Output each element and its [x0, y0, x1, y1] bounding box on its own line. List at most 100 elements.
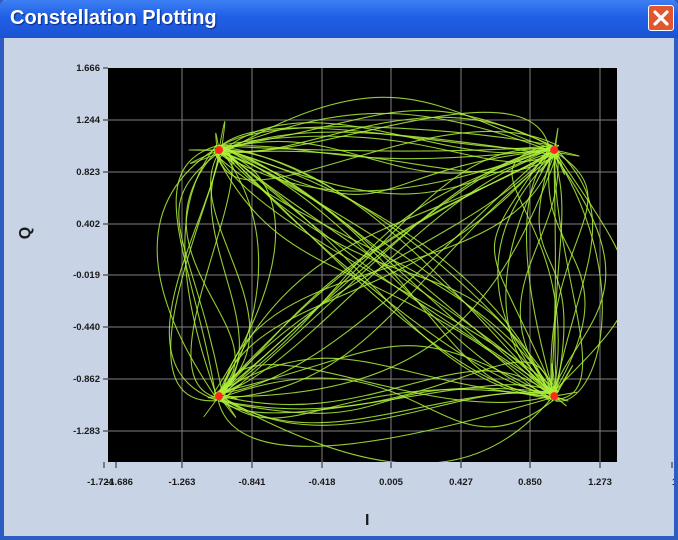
- signal-trace: [222, 146, 552, 393]
- signal-trace: [215, 388, 560, 419]
- signal-trace: [214, 150, 558, 173]
- signal-trace: [219, 149, 552, 393]
- signal-trace: [221, 112, 552, 152]
- signal-trace: [218, 148, 550, 400]
- signal-trace: [550, 146, 617, 393]
- y-tick-label: -0.862: [73, 374, 100, 385]
- signal-trace: [218, 145, 555, 392]
- signal-trace: [222, 361, 552, 410]
- signal-trace: [218, 395, 237, 418]
- window-title: Constellation Plotting: [10, 7, 217, 29]
- signal-trace: [218, 151, 556, 393]
- signal-trace: [553, 395, 567, 407]
- signal-trace: [216, 140, 552, 174]
- signal-trace: [215, 126, 557, 151]
- x-tick-label: 1.273: [588, 477, 612, 488]
- signal-trace: [223, 153, 550, 394]
- signal-trace: [221, 148, 559, 397]
- signal-trace: [223, 145, 553, 152]
- signal-trace: [203, 395, 220, 417]
- signal-trace: [548, 145, 603, 402]
- signal-trace: [222, 151, 558, 400]
- signal-trace: [551, 363, 557, 397]
- signal-trace: [223, 96, 551, 154]
- signal-trace: [189, 149, 222, 165]
- signal-trace: [218, 387, 556, 414]
- signal-trace: [213, 149, 277, 393]
- x-tick-label: 0.005: [379, 477, 403, 488]
- x-tick-label: -1.263: [169, 477, 196, 488]
- title-bar[interactable]: Constellation Plotting: [0, 0, 678, 38]
- signal-trace: [540, 149, 557, 173]
- signal-trace: [218, 121, 226, 151]
- signal-trace: [218, 149, 550, 398]
- signal-trace: [178, 149, 224, 399]
- signal-trace: [215, 151, 559, 393]
- signal-trace: [221, 145, 555, 192]
- signal-trace: [548, 154, 586, 400]
- x-tick-label: 1.698: [672, 477, 674, 488]
- signal-trace: [213, 394, 552, 462]
- signal-trace: [214, 345, 557, 401]
- y-tick-label: -0.440: [73, 322, 100, 333]
- signal-trace: [553, 391, 578, 397]
- close-icon: [649, 6, 673, 30]
- constellation-point: [214, 145, 223, 154]
- signal-trace: [497, 153, 557, 393]
- y-tick-label: 1.244: [76, 115, 100, 126]
- signal-trace: [219, 151, 559, 400]
- signal-trace: [554, 395, 569, 402]
- signal-trace: [214, 145, 550, 400]
- constellation-point: [550, 145, 559, 154]
- x-tick-label: -1.724: [87, 477, 115, 488]
- signal-trace: [554, 154, 584, 401]
- signal-trace: [216, 378, 236, 398]
- signal-trace: [511, 144, 559, 402]
- signal-trace: [210, 152, 251, 395]
- signal-trace: [217, 111, 551, 153]
- constellation-point: [550, 392, 559, 401]
- signal-trace: [156, 148, 218, 400]
- signal-trace: [220, 131, 552, 156]
- x-tick-label: 0.850: [518, 477, 542, 488]
- signal-trace: [220, 145, 554, 195]
- signal-trace: [213, 150, 551, 396]
- signal-trace: [553, 127, 559, 151]
- signal-trace: [217, 395, 558, 447]
- x-tick-label: -0.841: [239, 477, 267, 488]
- signal-trace: [553, 146, 594, 396]
- signal-trace: [215, 370, 550, 406]
- x-tick-label: 0.427: [449, 477, 473, 488]
- signal-trace: [220, 152, 559, 398]
- y-tick-label: 1.666: [76, 63, 100, 74]
- signal-trace: [553, 364, 574, 399]
- plot-area: 1.666 1.244 0.823 0.402 -0.019 -0.440 -0.862 -1…: [4, 38, 674, 536]
- signal-trace: [218, 149, 551, 394]
- signal-trace: [222, 151, 559, 402]
- close-button[interactable]: [648, 5, 674, 31]
- signal-trace: [219, 127, 554, 150]
- signal-trace: [220, 135, 559, 163]
- constellation-chart: 1.666 1.244 0.823 0.402 -0.019 -0.440 -0.862 -1…: [73, 63, 674, 488]
- signal-trace: [493, 145, 556, 395]
- signal-trace: [184, 146, 218, 397]
- x-tick-label: -1.686: [106, 477, 133, 488]
- y-tick-label: -1.283: [73, 426, 100, 437]
- signal-trace: [175, 144, 221, 401]
- x-tick-label: -0.418: [309, 477, 336, 488]
- y-tick-label: -0.019: [73, 270, 100, 281]
- signal-trace: [218, 383, 242, 397]
- y-axis-label: Q: [17, 226, 35, 240]
- y-tick-label: 0.823: [76, 167, 100, 178]
- signal-trace: [214, 377, 557, 428]
- signal-trace: [188, 149, 219, 151]
- signal-trace: [185, 145, 236, 395]
- signal-trace: [210, 154, 240, 394]
- signal-trace: [220, 145, 555, 396]
- signal-trace: [554, 149, 580, 157]
- signal-trace: [553, 149, 559, 165]
- y-tick-label: 0.402: [76, 219, 100, 230]
- signal-trace: [549, 148, 589, 394]
- signal-trace: [218, 152, 551, 394]
